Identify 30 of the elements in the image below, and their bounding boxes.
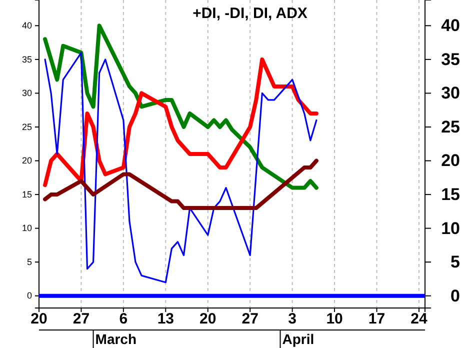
x-tick-label: 6 (119, 310, 128, 328)
y-tick-label: 40 (22, 20, 32, 31)
y-tick-label: 15 (22, 189, 32, 200)
y-tick-label: 35 (22, 54, 32, 64)
y2-tick-label: 10 (441, 218, 460, 238)
text: April (282, 331, 314, 347)
y2-tick-label: 35 (441, 50, 460, 69)
x-tick-label: 10 (326, 310, 343, 328)
y2-tick-label: 5 (450, 252, 460, 272)
y-tick-label: 10 (22, 223, 32, 234)
chart-title: +DI, -DI, DI, ADX (192, 5, 308, 22)
x-tick-label: 17 (368, 310, 386, 328)
y-tick-label: 5 (26, 256, 32, 267)
x-tick-label: 24 (410, 310, 428, 328)
x-tick-label: 3 (288, 310, 296, 328)
text: March (95, 331, 137, 347)
x-tick-label: 13 (157, 310, 174, 328)
y2-tick-label: 40 (441, 16, 460, 36)
y2-tick-label: 15 (441, 184, 460, 204)
y2-tick-label: 30 (441, 84, 460, 103)
x-tick-label: 20 (200, 310, 216, 328)
y-tick-label: 20 (22, 156, 32, 166)
y2-tick-label: 20 (441, 151, 460, 170)
x-tick-label: 27 (242, 310, 258, 328)
y-tick-label: 25 (22, 122, 32, 132)
y2-tick-label: 25 (441, 117, 460, 136)
y2-tick-label: 0 (450, 286, 460, 306)
x-tick-label: 27 (72, 310, 90, 328)
y-tick-label: 30 (22, 88, 32, 98)
y-tick-label: 0 (26, 290, 32, 301)
